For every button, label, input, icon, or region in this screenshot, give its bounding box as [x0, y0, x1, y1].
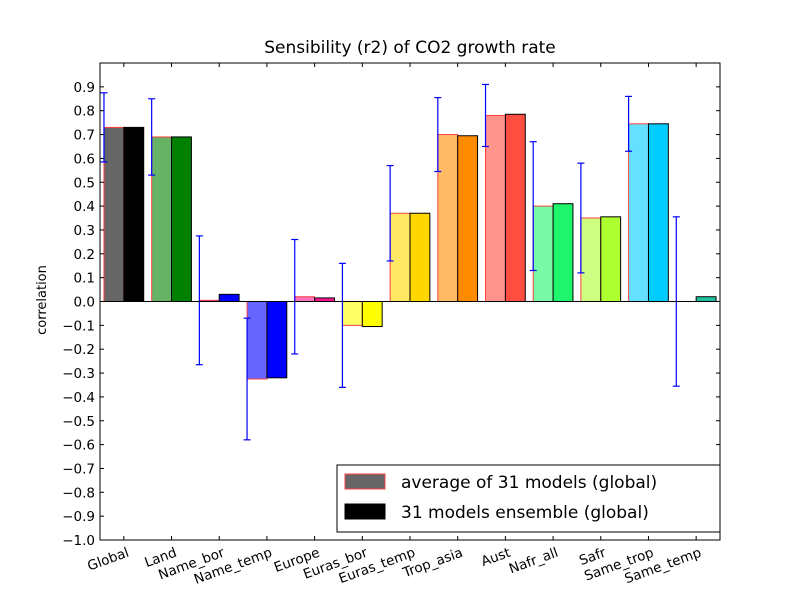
y-tick-label: −0.1: [62, 318, 95, 334]
y-tick-label: −0.3: [62, 366, 95, 382]
legend-label-average: average of 31 models (global): [401, 473, 657, 493]
bar-ensemble-same_trop: [647, 123, 669, 302]
bar-average-aust: [485, 114, 506, 302]
bar-ensemble-name_bor: [218, 293, 240, 303]
bar-average-europe: [294, 296, 316, 303]
y-tick-label: 0.3: [74, 223, 95, 239]
bars-layer: [103, 113, 717, 380]
bar-average-nafr_all: [532, 205, 554, 303]
legend-swatch-average: [344, 473, 386, 490]
bar-average-land: [151, 136, 173, 302]
y-tick-label: 0.6: [74, 151, 95, 167]
bar-ensemble-safr: [600, 216, 622, 303]
bar-average-safr: [580, 217, 602, 302]
y-tick: 0.5: [74, 175, 720, 191]
error-bar-land: [148, 98, 156, 176]
error-bar-europe: [291, 238, 299, 355]
error-bar-name_bor: [195, 235, 203, 366]
y-tick: 0.2: [74, 247, 720, 263]
y-tick: −0.5: [62, 414, 720, 430]
bar-ensemble-name_temp: [266, 301, 288, 379]
y-tick: −1.0: [62, 533, 720, 549]
y-tick-label: −0.7: [62, 461, 95, 477]
legend-swatch-ensemble: [344, 503, 386, 520]
y-tick-label: 0.4: [74, 199, 95, 215]
error-bars-layer: [100, 83, 680, 441]
error-bar-global: [100, 92, 108, 163]
y-tick-label: −0.5: [62, 414, 95, 430]
legend-label-ensemble: 31 models ensemble (global): [401, 503, 649, 523]
y-tick-label: 0.8: [74, 104, 95, 120]
bar-ensemble-trop_asia: [457, 135, 479, 302]
y-tick: −0.6: [62, 438, 720, 454]
y-tick-label: 0.5: [74, 175, 95, 191]
bar-ensemble-euras_bor: [361, 301, 383, 328]
bar-ensemble-euras_temp: [409, 212, 431, 303]
y-tick: −0.4: [62, 390, 720, 406]
legend: average of 31 models (global) 31 models …: [336, 464, 721, 533]
y-tick-label: −0.8: [62, 485, 95, 501]
bar-average-euras_bor: [341, 301, 363, 326]
y-tick-label: −0.4: [62, 390, 95, 406]
error-bar-same_trop: [625, 95, 633, 152]
chart-title: Sensibility (r2) of CO2 growth rate: [264, 38, 556, 58]
error-bar-trop_asia: [434, 96, 442, 173]
bar-ensemble-global: [123, 126, 145, 302]
error-bar-euras_temp: [386, 164, 394, 262]
bar-average-euras_temp: [389, 212, 411, 303]
y-tick: 0.9: [74, 80, 720, 96]
bar-average-name_temp: [246, 301, 268, 380]
bar-ensemble-aust: [504, 113, 526, 302]
y-tick: −0.2: [62, 342, 720, 358]
y-tick-label: −1.0: [62, 533, 95, 549]
error-bar-nafr_all: [529, 141, 537, 272]
y-ticks: −1.0 −0.9 −0.8 −0.7 −0.6 −0.5 −0.4 −0.3 −0.2 −0.1…: [62, 80, 720, 549]
bar-ensemble-nafr_all: [552, 203, 574, 302]
bar-ensemble-same_temp: [695, 296, 717, 303]
error-bar-safr: [577, 162, 585, 274]
bar-average-same_trop: [628, 123, 649, 302]
y-tick: 0.6: [74, 151, 720, 167]
bar-ensemble-land: [171, 136, 192, 302]
x-tick-label-nafr_all: Nafr_all: [507, 545, 561, 578]
y-tick: 0.7: [74, 128, 720, 144]
y-tick-label: −0.6: [62, 438, 95, 454]
bar-average-global: [103, 126, 125, 302]
y-tick: 0.0: [74, 295, 720, 311]
y-axis-label: correlation: [35, 265, 50, 335]
x-tick-label-global: Global: [85, 545, 131, 575]
bar-average-trop_asia: [437, 134, 459, 302]
y-tick: −0.3: [62, 366, 720, 382]
y-tick-label: 0.0: [74, 295, 95, 311]
y-tick-label: 0.2: [74, 247, 95, 263]
y-tick-label: 0.9: [74, 80, 95, 96]
error-bar-euras_bor: [338, 262, 346, 388]
y-tick-label: −0.2: [62, 342, 95, 358]
y-tick: 0.3: [74, 223, 720, 239]
legend-box: [336, 464, 721, 533]
y-tick: 0.8: [74, 104, 720, 120]
y-tick: 0.4: [74, 199, 720, 215]
bar-ensemble-europe: [314, 297, 335, 302]
y-tick: −0.1: [62, 318, 720, 334]
y-tick: 0.1: [74, 271, 720, 287]
y-tick-label: 0.7: [74, 128, 95, 144]
error-bar-name_temp: [243, 317, 251, 441]
error-bar-aust: [482, 83, 490, 148]
y-tick-label: 0.1: [74, 271, 95, 287]
y-tick-label: −0.9: [62, 509, 95, 525]
